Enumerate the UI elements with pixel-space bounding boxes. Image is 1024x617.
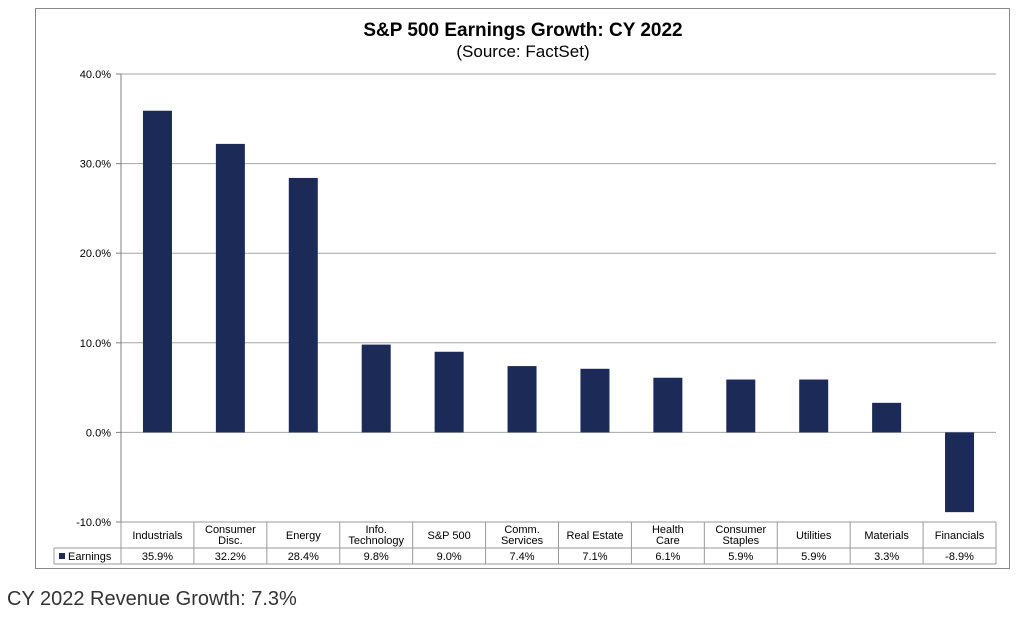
category-label: Comm. Services bbox=[501, 524, 544, 547]
category-label-line: Technology bbox=[348, 535, 404, 547]
bar bbox=[288, 177, 318, 433]
data-value-label: 7.1% bbox=[582, 551, 607, 563]
data-value-label: 3.3% bbox=[874, 551, 899, 563]
category-label-line: Info. bbox=[366, 524, 387, 536]
chart-subtitle: (Source: FactSet) bbox=[456, 42, 589, 61]
data-value-label: 9.8% bbox=[364, 551, 389, 563]
category-label-line: Comm. bbox=[504, 524, 539, 536]
bar bbox=[945, 432, 975, 513]
y-axis: 40.0% 30.0% 20.0% 10.0% 0.0% -10.0% bbox=[76, 69, 122, 529]
bar bbox=[434, 351, 464, 433]
bar bbox=[142, 110, 172, 433]
category-label: S&P 500 bbox=[428, 530, 471, 542]
data-value-label: 6.1% bbox=[655, 551, 680, 563]
category-label-line: Disc. bbox=[218, 535, 242, 547]
category-label-line: Staples bbox=[722, 535, 759, 547]
bar bbox=[580, 368, 610, 433]
bar bbox=[726, 379, 756, 433]
data-value-label: 9.0% bbox=[437, 551, 462, 563]
category-label: Health Care bbox=[652, 524, 684, 547]
y-tick-label: 40.0% bbox=[80, 69, 111, 81]
category-label: Financials bbox=[935, 530, 985, 542]
bars bbox=[142, 110, 975, 513]
bar bbox=[215, 143, 245, 433]
category-label: Consumer Staples bbox=[715, 524, 766, 547]
legend-label: Earnings bbox=[68, 551, 112, 563]
chart-title: S&P 500 Earnings Growth: CY 2022 bbox=[363, 20, 682, 41]
legend-swatch bbox=[59, 553, 65, 559]
bar bbox=[653, 377, 683, 433]
category-label: Real Estate bbox=[567, 530, 624, 542]
data-value-label: 5.9% bbox=[728, 551, 753, 563]
category-label: Info. Technology bbox=[348, 524, 404, 547]
bar bbox=[799, 379, 829, 433]
bar bbox=[507, 366, 537, 433]
y-tick-label: 0.0% bbox=[86, 427, 111, 439]
bar bbox=[872, 402, 902, 433]
bar-chart: S&P 500 Earnings Growth: CY 2022 (Source… bbox=[53, 20, 997, 565]
category-label-line: Consumer bbox=[205, 524, 256, 536]
category-label: Energy bbox=[286, 530, 321, 542]
category-label: Industrials bbox=[132, 530, 183, 542]
y-tick-label: 10.0% bbox=[80, 338, 111, 350]
chart-frame: S&P 500 Earnings Growth: CY 2022 (Source… bbox=[35, 8, 1010, 569]
revenue-growth-note: CY 2022 Revenue Growth: 7.3% bbox=[7, 588, 297, 610]
category-label: Materials bbox=[864, 530, 909, 542]
data-value-label: 5.9% bbox=[801, 551, 826, 563]
y-tick-label: 30.0% bbox=[80, 159, 111, 171]
category-label-line: Consumer bbox=[715, 524, 766, 536]
data-value-label: 28.4% bbox=[288, 551, 319, 563]
category-label: Consumer Disc. bbox=[205, 524, 256, 547]
data-value-label: 35.9% bbox=[142, 551, 173, 563]
data-value-label: 32.2% bbox=[215, 551, 246, 563]
category-label-line: Health bbox=[652, 524, 684, 536]
bar bbox=[361, 344, 391, 433]
y-tick-label: 20.0% bbox=[80, 248, 111, 260]
data-value-label: 7.4% bbox=[510, 551, 535, 563]
category-label: Utilities bbox=[796, 530, 832, 542]
data-value-label: -8.9% bbox=[945, 551, 974, 563]
category-label-line: Services bbox=[501, 535, 544, 547]
y-tick-label: -10.0% bbox=[76, 517, 111, 529]
gridlines bbox=[121, 73, 996, 523]
category-label-line: Care bbox=[656, 535, 680, 547]
